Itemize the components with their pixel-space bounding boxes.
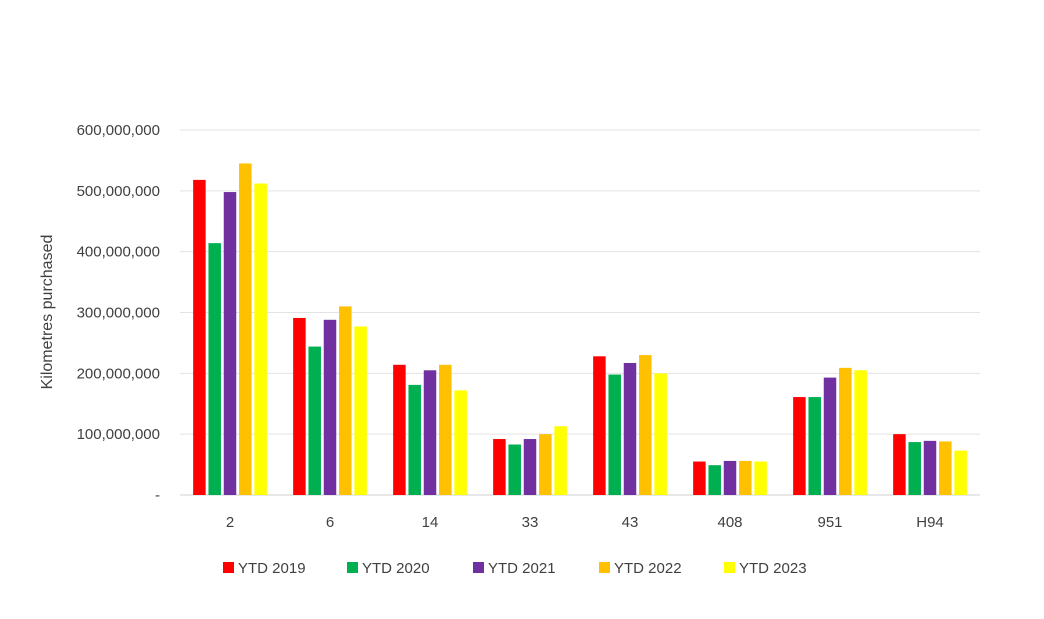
x-tick-label: 408 <box>717 514 742 531</box>
y-tick-label: 200,000,000 <box>77 365 160 382</box>
x-tick-label: 2 <box>226 514 234 531</box>
bar <box>793 397 806 495</box>
y-tick-label: 600,000,000 <box>77 122 160 139</box>
bars <box>193 163 967 496</box>
bar <box>623 362 637 495</box>
legend-swatch <box>599 562 610 573</box>
x-tick-label: 14 <box>422 514 439 531</box>
bar <box>693 461 706 495</box>
x-tick-label: H94 <box>916 514 944 531</box>
bar <box>839 367 852 495</box>
y-tick-label: 100,000,000 <box>77 426 160 443</box>
x-tick-label: 6 <box>326 514 334 531</box>
bar <box>539 434 552 495</box>
legend-swatch <box>223 562 234 573</box>
legend-swatch <box>473 562 484 573</box>
bar <box>708 465 721 495</box>
legend-label: YTD 2023 <box>739 560 807 577</box>
legend-label: YTD 2020 <box>362 560 430 577</box>
bar <box>808 397 821 495</box>
bar <box>754 461 767 495</box>
bar <box>423 370 437 495</box>
bar <box>393 364 406 495</box>
bar <box>223 192 237 496</box>
x-axis-ticks: 2 6 14 33 43 408 951 H94 <box>226 514 944 531</box>
bar <box>723 460 737 495</box>
legend-swatch <box>347 562 358 573</box>
x-tick-label: 43 <box>622 514 639 531</box>
bar <box>354 326 367 495</box>
bar <box>908 442 921 495</box>
bar <box>254 183 267 496</box>
bar <box>893 434 906 495</box>
legend-swatch <box>724 562 735 573</box>
bar <box>593 356 606 495</box>
bar <box>323 319 337 495</box>
y-axis-title: Kilometres purchased <box>39 235 56 390</box>
y-tick-label: 400,000,000 <box>77 244 160 261</box>
bar <box>439 364 452 495</box>
bar <box>739 460 752 495</box>
bar <box>293 317 306 495</box>
legend: YTD 2019 YTD 2020 YTD 2021 YTD 2022 YTD 2023 <box>223 560 807 577</box>
legend-label: YTD 2019 <box>238 560 306 577</box>
y-axis-ticks: - 100,000,000 200,000,000 300,000,000 400,00… <box>77 122 160 504</box>
y-tick-label: - <box>155 487 160 504</box>
bar <box>193 179 206 495</box>
bar <box>823 377 837 495</box>
bar <box>954 450 967 495</box>
bar <box>493 439 506 495</box>
bar <box>639 355 652 495</box>
bar <box>339 306 352 495</box>
bar <box>923 440 937 495</box>
bar <box>239 163 252 496</box>
y-tick-label: 500,000,000 <box>77 183 160 200</box>
x-tick-label: 951 <box>817 514 842 531</box>
bar <box>508 444 521 495</box>
bar <box>654 373 667 495</box>
bar <box>454 390 467 495</box>
x-tick-label: 33 <box>522 514 539 531</box>
bar <box>523 439 537 495</box>
y-tick-label: 300,000,000 <box>77 305 160 322</box>
bar <box>854 370 867 495</box>
bar <box>939 441 952 495</box>
legend-label: YTD 2021 <box>488 560 556 577</box>
bar <box>308 346 321 495</box>
bar <box>554 426 567 495</box>
legend-label: YTD 2022 <box>614 560 682 577</box>
bar <box>208 243 221 495</box>
bar <box>408 384 421 495</box>
bar <box>608 374 621 495</box>
